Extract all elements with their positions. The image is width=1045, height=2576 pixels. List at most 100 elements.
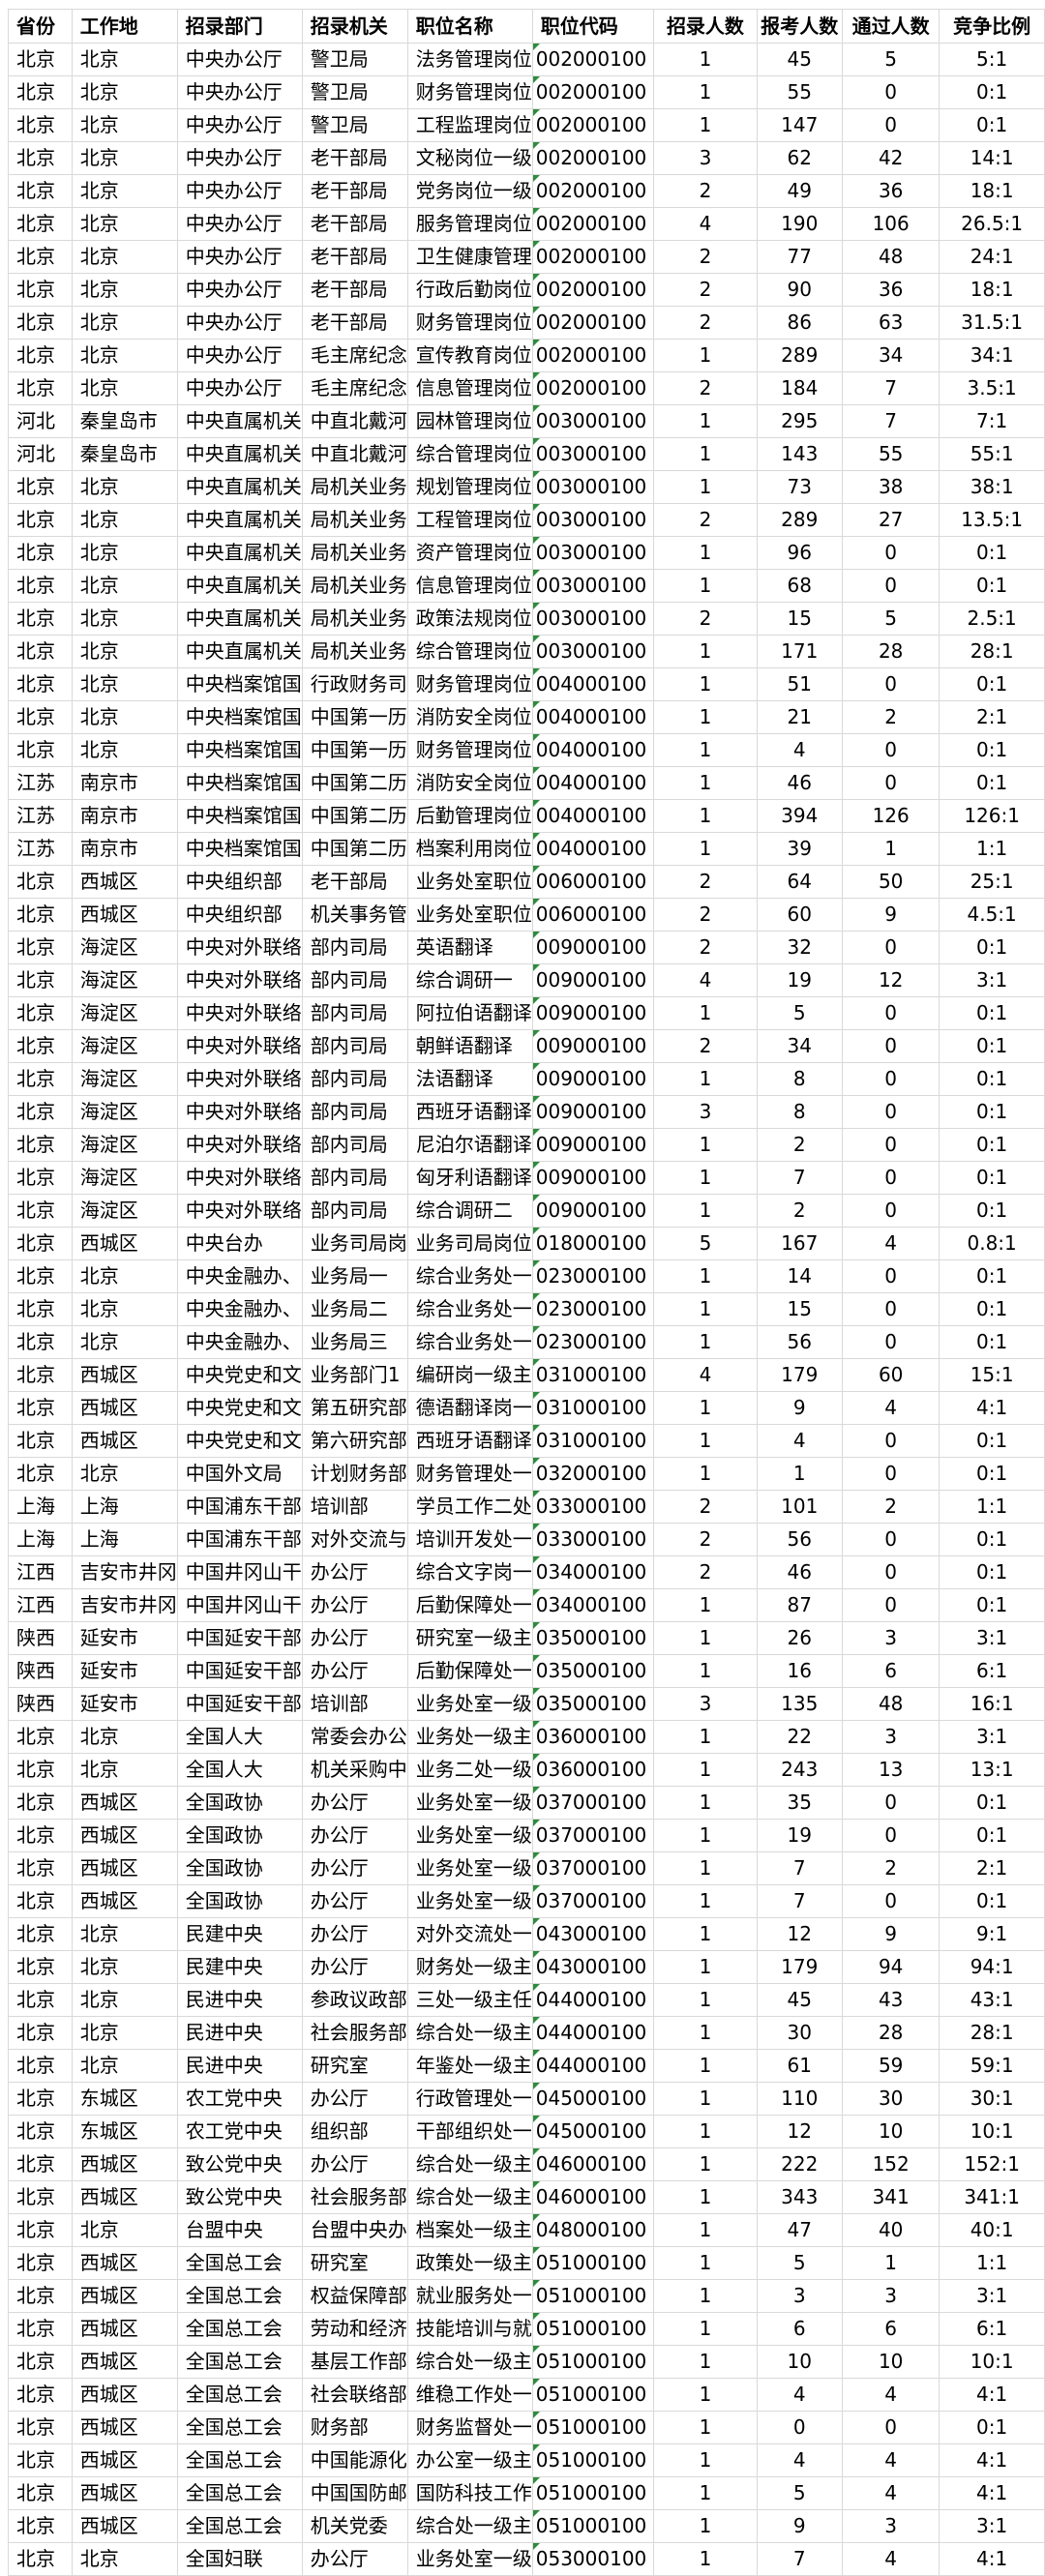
cell-passed-count[interactable]: 0 xyxy=(842,1588,940,1622)
cell-passed-count[interactable]: 36 xyxy=(842,174,940,208)
cell-province[interactable]: 北京 xyxy=(8,1983,73,2017)
cell-city[interactable]: 西城区 xyxy=(71,2147,178,2181)
cell-city[interactable]: 西城区 xyxy=(71,1391,178,1425)
cell-passed-count[interactable]: 48 xyxy=(842,240,940,274)
cell-agency[interactable]: 警卫局 xyxy=(301,43,408,76)
cell-recruit-count[interactable]: 1 xyxy=(653,569,758,603)
cell-ratio[interactable]: 0:1 xyxy=(939,1325,1045,1359)
cell-agency[interactable]: 老干部局 xyxy=(301,865,408,899)
cell-position[interactable]: 尼泊尔语翻译 xyxy=(406,1128,533,1162)
cell-passed-count[interactable]: 0 xyxy=(842,1424,940,1458)
cell-agency[interactable]: 毛主席纪念 xyxy=(301,339,408,372)
cell-city[interactable]: 西城区 xyxy=(71,2509,178,2543)
cell-code[interactable]: 044000100 xyxy=(531,2016,655,2050)
cell-department[interactable]: 民进中央 xyxy=(176,1983,303,2017)
cell-agency[interactable]: 部内司局 xyxy=(301,963,408,997)
cell-recruit-count[interactable]: 1 xyxy=(653,1259,758,1293)
cell-applicant-count[interactable]: 2 xyxy=(756,1194,844,1228)
cell-city[interactable]: 东城区 xyxy=(71,2082,178,2116)
cell-recruit-count[interactable]: 1 xyxy=(653,75,758,109)
cell-recruit-count[interactable]: 2 xyxy=(653,602,758,636)
cell-position[interactable]: 编研岗一级主 xyxy=(406,1358,533,1392)
cell-applicant-count[interactable]: 15 xyxy=(756,1292,844,1326)
cell-city[interactable]: 海淀区 xyxy=(71,996,178,1030)
cell-department[interactable]: 中央对外联络 xyxy=(176,1194,303,1228)
cell-applicant-count[interactable]: 46 xyxy=(756,1555,844,1589)
cell-province[interactable]: 北京 xyxy=(8,2213,73,2247)
cell-ratio[interactable]: 13.5:1 xyxy=(939,503,1045,537)
cell-agency[interactable]: 局机关业务 xyxy=(301,470,408,504)
cell-applicant-count[interactable]: 101 xyxy=(756,1490,844,1524)
cell-code[interactable]: 009000100 xyxy=(531,963,655,997)
cell-ratio[interactable]: 0:1 xyxy=(939,1161,1045,1195)
cell-city[interactable]: 西城区 xyxy=(71,2411,178,2444)
cell-applicant-count[interactable]: 73 xyxy=(756,470,844,504)
cell-passed-count[interactable]: 341 xyxy=(842,2180,940,2214)
cell-passed-count[interactable]: 38 xyxy=(842,470,940,504)
cell-recruit-count[interactable]: 1 xyxy=(653,1851,758,1885)
cell-department[interactable]: 中央直属机关 xyxy=(176,437,303,471)
cell-province[interactable]: 北京 xyxy=(8,931,73,964)
cell-province[interactable]: 北京 xyxy=(8,1424,73,1458)
cell-city[interactable]: 北京 xyxy=(71,2016,178,2050)
cell-passed-count[interactable]: 106 xyxy=(842,207,940,241)
cell-code[interactable]: 023000100 xyxy=(531,1259,655,1293)
cell-province[interactable]: 上海 xyxy=(8,1490,73,1524)
cell-ratio[interactable]: 24:1 xyxy=(939,240,1045,274)
cell-position[interactable]: 工程监理岗位 xyxy=(406,108,533,142)
cell-agency[interactable]: 社会服务部 xyxy=(301,2016,408,2050)
cell-city[interactable]: 北京 xyxy=(71,2213,178,2247)
cell-department[interactable]: 全国政协 xyxy=(176,1819,303,1852)
cell-province[interactable]: 陕西 xyxy=(8,1621,73,1655)
cell-department[interactable]: 中央办公厅 xyxy=(176,306,303,340)
cell-department[interactable]: 全国人大 xyxy=(176,1720,303,1754)
cell-passed-count[interactable]: 42 xyxy=(842,141,940,175)
cell-applicant-count[interactable]: 2 xyxy=(756,1128,844,1162)
cell-passed-count[interactable]: 0 xyxy=(842,733,940,767)
cell-department[interactable]: 中央台办 xyxy=(176,1227,303,1260)
cell-position[interactable]: 技能培训与就 xyxy=(406,2312,533,2346)
cell-passed-count[interactable]: 0 xyxy=(842,1555,940,1589)
cell-ratio[interactable]: 10:1 xyxy=(939,2115,1045,2148)
cell-applicant-count[interactable]: 45 xyxy=(756,1983,844,2017)
cell-ratio[interactable]: 9:1 xyxy=(939,1917,1045,1951)
cell-position[interactable]: 业务处一级主 xyxy=(406,1720,533,1754)
cell-position[interactable]: 后勤保障处一 xyxy=(406,1588,533,1622)
cell-ratio[interactable]: 5:1 xyxy=(939,43,1045,76)
cell-passed-count[interactable]: 4 xyxy=(842,2542,940,2576)
cell-province[interactable]: 北京 xyxy=(8,1259,73,1293)
cell-passed-count[interactable]: 34 xyxy=(842,339,940,372)
cell-applicant-count[interactable]: 9 xyxy=(756,2509,844,2543)
cell-recruit-count[interactable]: 1 xyxy=(653,2476,758,2510)
cell-department[interactable]: 中央办公厅 xyxy=(176,240,303,274)
cell-passed-count[interactable]: 0 xyxy=(842,1325,940,1359)
cell-department[interactable]: 中央组织部 xyxy=(176,865,303,899)
cell-passed-count[interactable]: 6 xyxy=(842,2312,940,2346)
cell-department[interactable]: 中央档案馆国 xyxy=(176,733,303,767)
cell-recruit-count[interactable]: 2 xyxy=(653,240,758,274)
cell-agency[interactable]: 社会服务部 xyxy=(301,2180,408,2214)
cell-passed-count[interactable]: 0 xyxy=(842,766,940,800)
cell-passed-count[interactable]: 40 xyxy=(842,2213,940,2247)
cell-agency[interactable]: 第六研究部 xyxy=(301,1424,408,1458)
cell-passed-count[interactable]: 0 xyxy=(842,1062,940,1096)
cell-recruit-count[interactable]: 1 xyxy=(653,832,758,866)
cell-province[interactable]: 北京 xyxy=(8,963,73,997)
cell-passed-count[interactable]: 10 xyxy=(842,2345,940,2379)
cell-agency[interactable]: 机关事务管 xyxy=(301,898,408,932)
cell-position[interactable]: 培训开发处一 xyxy=(406,1523,533,1556)
cell-agency[interactable]: 研究室 xyxy=(301,2246,408,2280)
cell-ratio[interactable]: 7:1 xyxy=(939,404,1045,438)
cell-code[interactable]: 004000100 xyxy=(531,799,655,833)
cell-position[interactable]: 研究室一级主 xyxy=(406,1621,533,1655)
cell-city[interactable]: 秦皇岛市 xyxy=(71,437,178,471)
cell-ratio[interactable]: 15:1 xyxy=(939,1358,1045,1392)
cell-passed-count[interactable]: 43 xyxy=(842,1983,940,2017)
cell-code[interactable]: 037000100 xyxy=(531,1884,655,1918)
cell-code[interactable]: 003000100 xyxy=(531,404,655,438)
cell-department[interactable]: 中央办公厅 xyxy=(176,339,303,372)
cell-department[interactable]: 中央办公厅 xyxy=(176,75,303,109)
cell-recruit-count[interactable]: 1 xyxy=(653,1588,758,1622)
cell-code[interactable]: 002000100 xyxy=(531,371,655,405)
cell-position[interactable]: 综合业务处一 xyxy=(406,1292,533,1326)
